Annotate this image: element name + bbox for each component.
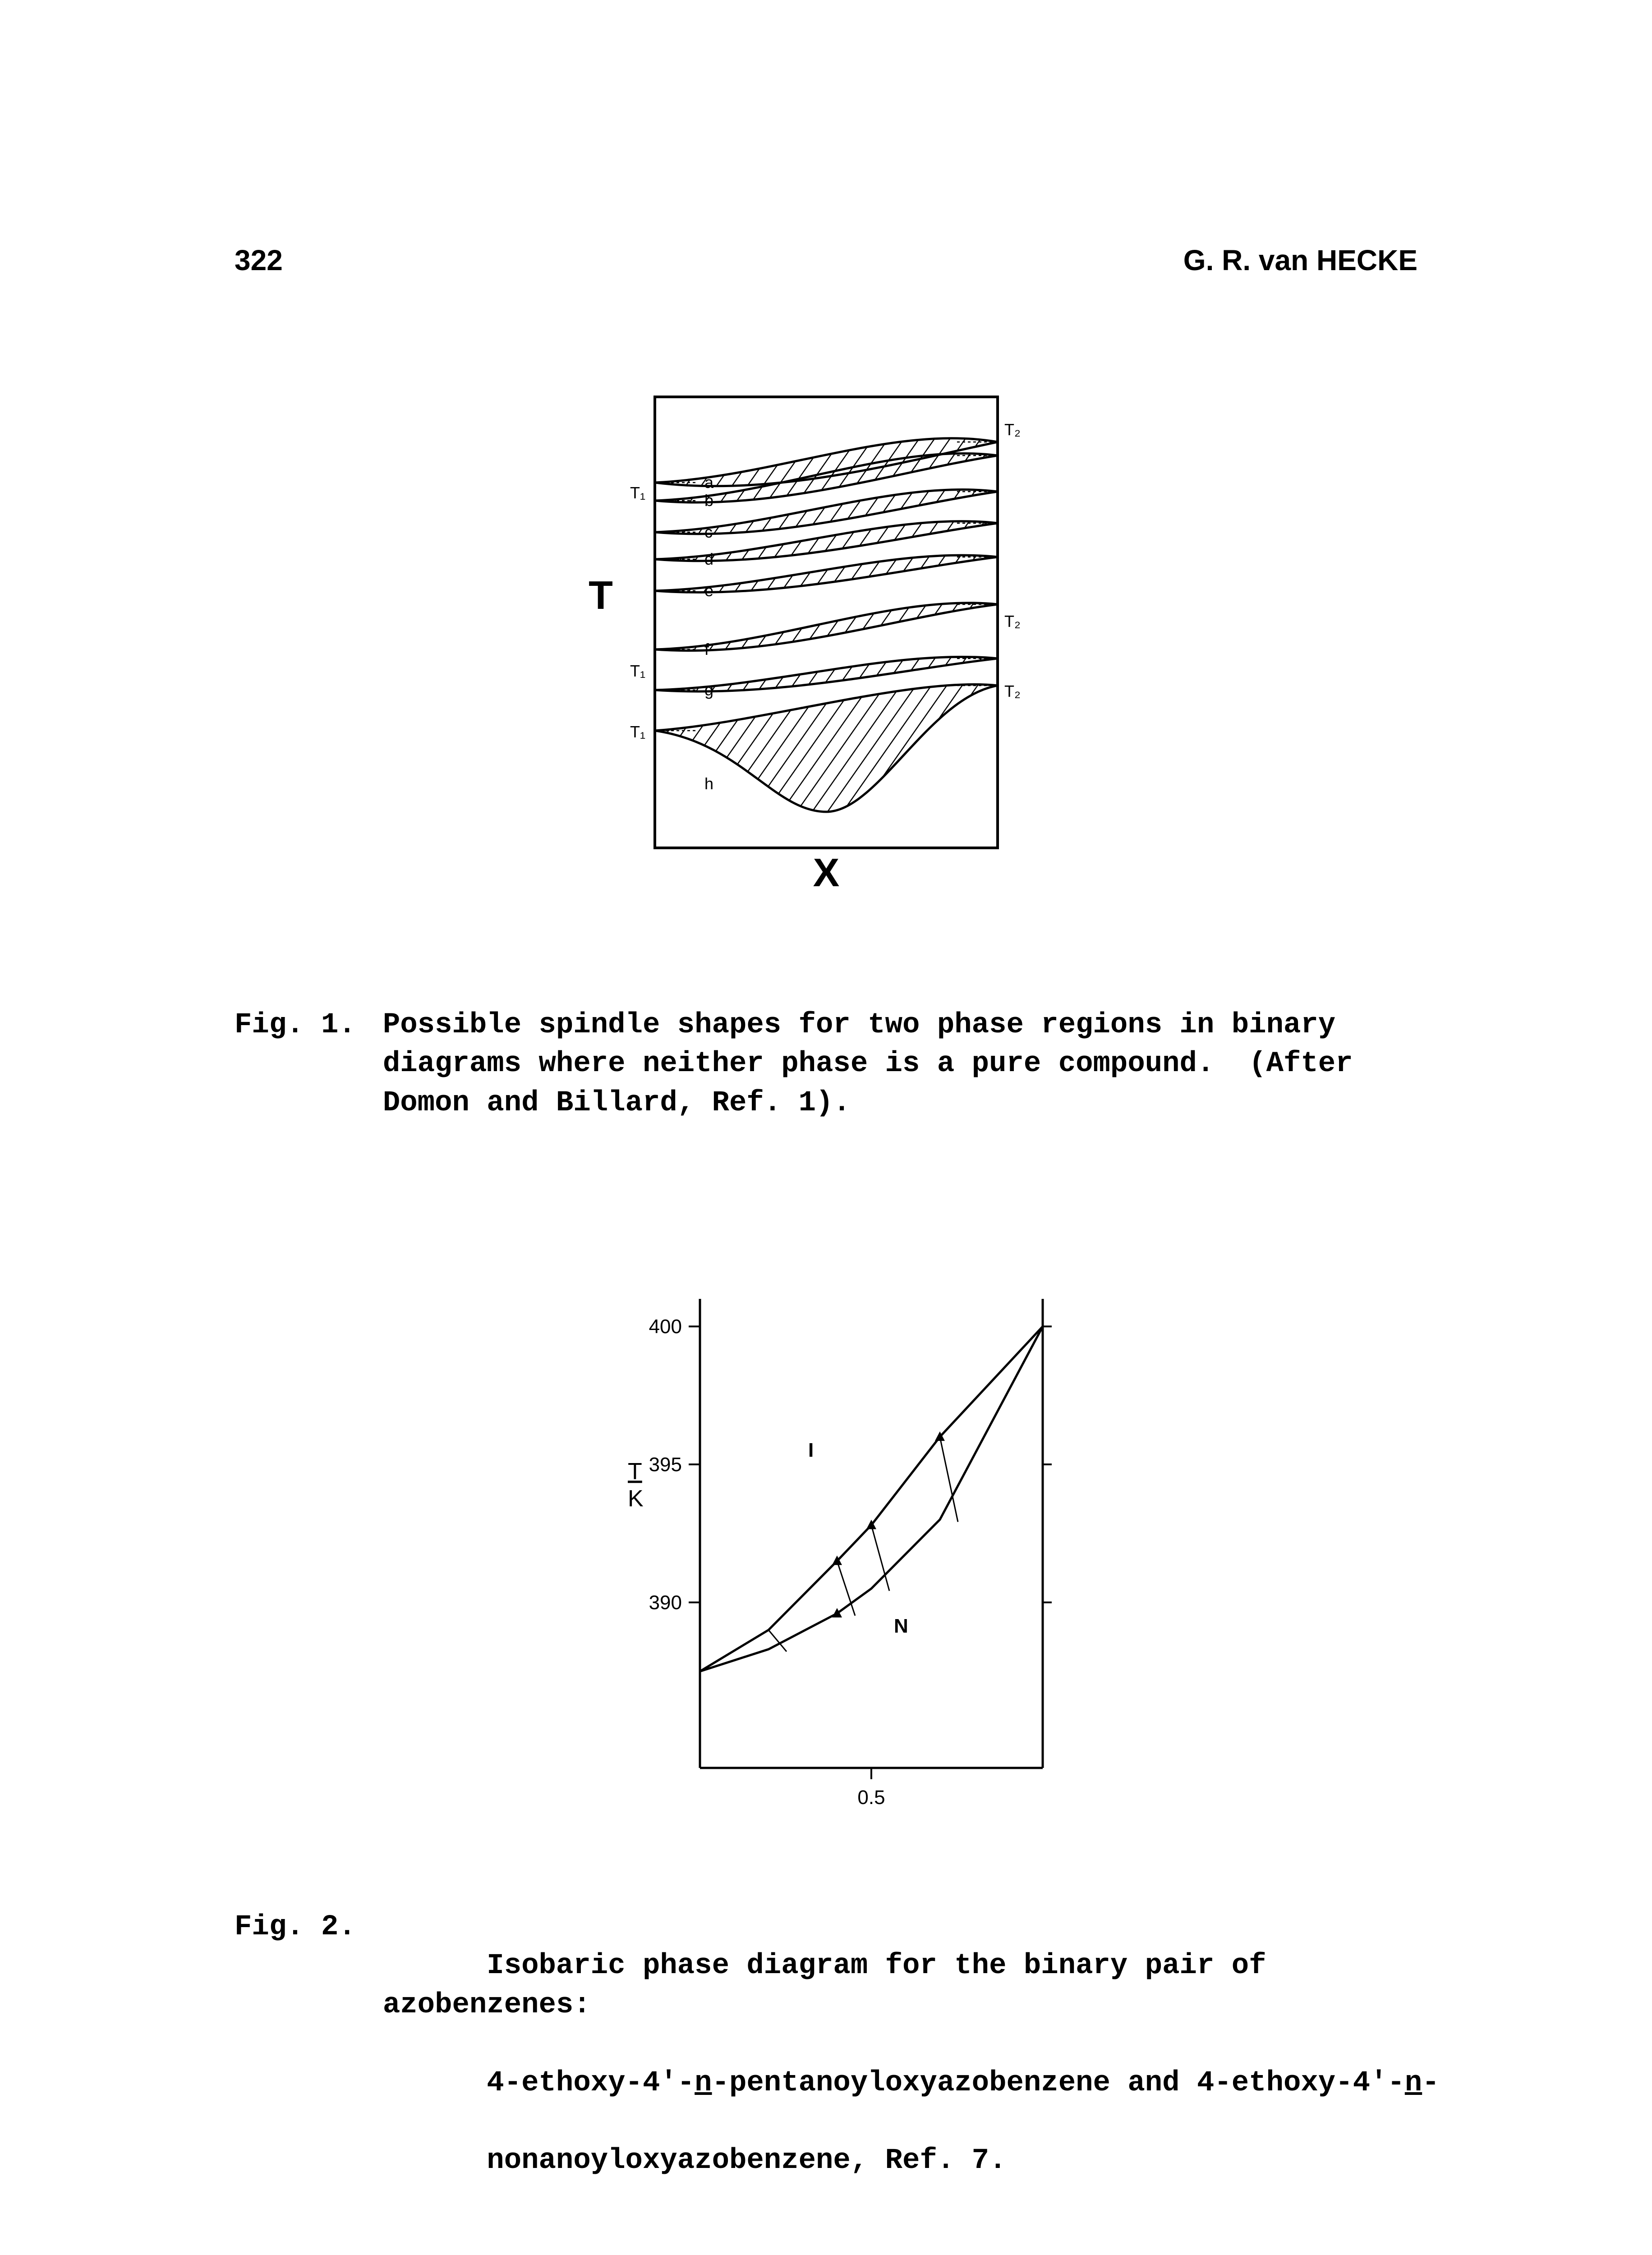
fig1-side-label: T₂ (1004, 682, 1021, 700)
caption2-n1: n (695, 2067, 712, 2099)
author-name: G. R. van HECKE (1183, 244, 1417, 277)
fig2-ytick-label: 395 (649, 1454, 681, 1476)
page: 322 G. R. van HECKE X T abcde f g h T₂ T₁ T₂ T… (0, 0, 1652, 2255)
fig2-x-tick-label: 0.5 (857, 1786, 885, 1809)
caption-tag: Fig. 1. (235, 1006, 356, 1123)
fig2-ytick-label: 390 (649, 1592, 681, 1614)
fig1-spindle-label: h (704, 774, 713, 793)
figure-2-caption: Fig. 2. Isobaric phase diagram for the b… (235, 1908, 1452, 2219)
fig1-y-axis-label: T (589, 573, 613, 617)
caption2-line2b: -pentanoyloxyazobenzene and 4-ethoxy-4'- (712, 2067, 1405, 2099)
fig2-ylabel-K: K (628, 1486, 644, 1512)
fig2-upper-curve (700, 1326, 1043, 1671)
fig2-series (700, 1326, 1043, 1671)
fig1-spindle-label: d (704, 550, 713, 568)
fig1-spindle-label: f (704, 640, 709, 658)
fig1-side-label: T₁ (630, 723, 645, 741)
fig2-ylabel-T: T (628, 1459, 642, 1485)
figure-2: 400 395 390 0.5 I N T K (511, 1272, 1142, 1836)
fig1-side-label: T₂ (1004, 612, 1021, 630)
caption-body: Isobaric phase diagram for the binary pa… (383, 1908, 1452, 2219)
caption2-n2: n (1405, 2067, 1422, 2099)
fig2-marker (832, 1608, 842, 1617)
fig1-spindles: abcde f g h (655, 438, 998, 812)
fig1-side-label: T₁ (630, 483, 645, 502)
fig2-region-I: I (808, 1439, 814, 1461)
fig2-y-ticks: 400 395 390 (649, 1316, 1051, 1614)
page-number: 322 (235, 244, 283, 277)
fig1-spindle-label: e (704, 581, 713, 600)
fig1-spindle-label: c (704, 523, 713, 541)
fig1-spindle-label: g (704, 681, 713, 699)
figure-1-caption: Fig. 1. Possible spindle shapes for two … (235, 1006, 1452, 1123)
fig2-lower-curve (700, 1326, 1043, 1671)
fig2-plot-area: 400 395 390 0.5 I N (649, 1299, 1051, 1809)
fig1-spindle-label: a (704, 473, 714, 492)
fig1-side-label: T₂ (1004, 420, 1021, 439)
fig1-x-axis-label: X (813, 850, 839, 895)
caption2-line1: Isobaric phase diagram for the binary pa… (383, 1950, 1284, 2021)
fig1-svg: X T abcde f g h T₂ T₁ T₂ T₁ T₂ T₁ (511, 370, 1142, 947)
fig1-spindle-label: b (704, 491, 713, 510)
caption2-line2c: - (1422, 2067, 1439, 2099)
caption2-line3: nonanoyloxyazobenzene, Ref. 7. (487, 2145, 1006, 2177)
fig1-side-label: T₁ (630, 662, 645, 680)
fig2-svg: 400 395 390 0.5 I N T K (511, 1272, 1142, 1836)
fig2-region-N: N (894, 1615, 908, 1637)
caption-body: Possible spindle shapes for two phase re… (383, 1006, 1353, 1123)
fig2-y-axis-label: T K (628, 1459, 644, 1512)
caption-tag: Fig. 2. (235, 1908, 356, 2219)
figure-1: X T abcde f g h T₂ T₁ T₂ T₁ T₂ T₁ (511, 370, 1142, 947)
caption2-line2a: 4-ethoxy-4'- (487, 2067, 695, 2099)
fig2-ytick-label: 400 (649, 1316, 681, 1338)
